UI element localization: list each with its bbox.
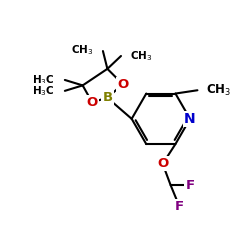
- Text: O: O: [157, 157, 168, 170]
- Text: CH$_3$: CH$_3$: [130, 49, 153, 63]
- Text: O: O: [86, 96, 98, 109]
- Text: N: N: [184, 112, 196, 126]
- Text: F: F: [175, 200, 184, 213]
- Text: F: F: [185, 178, 194, 192]
- Text: H$_3$C: H$_3$C: [32, 84, 54, 98]
- Text: H$_3$C: H$_3$C: [32, 73, 54, 87]
- Text: B: B: [102, 91, 113, 104]
- Text: CH$_3$: CH$_3$: [71, 43, 94, 57]
- Text: CH$_3$: CH$_3$: [206, 83, 231, 98]
- Text: O: O: [117, 78, 128, 91]
